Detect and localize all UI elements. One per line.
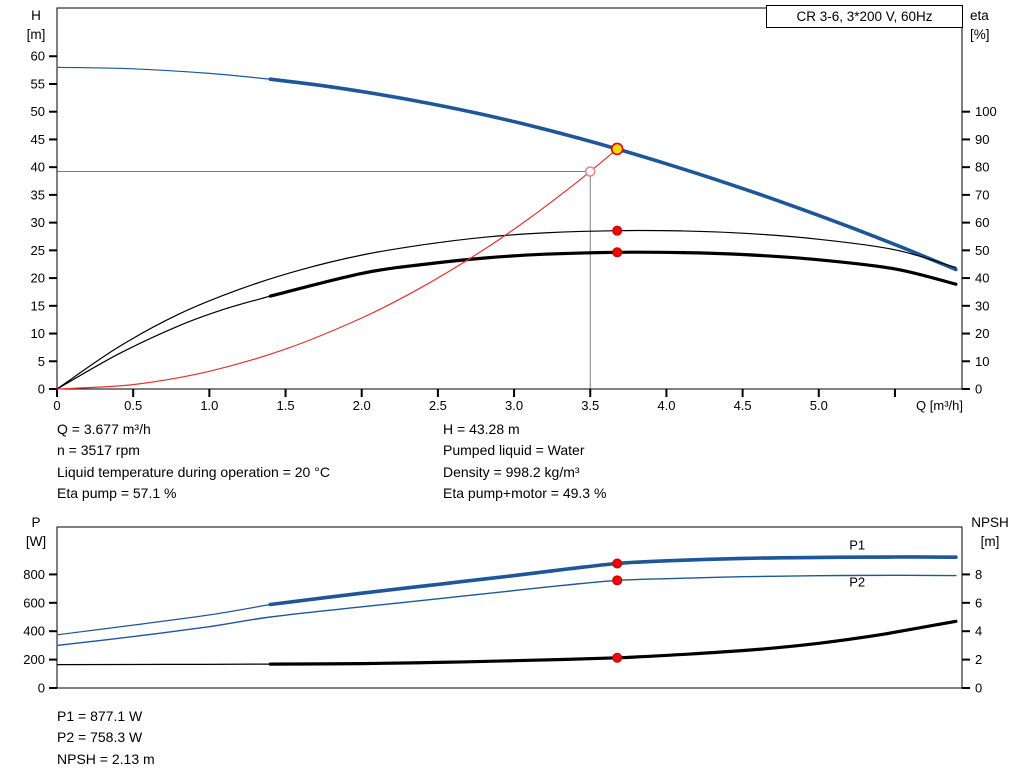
duty-info-left: Q = 3.677 m³/h n = 3517 rpm Liquid tempe… (57, 419, 443, 505)
info-line-eta-pump: Eta pump = 57.1 % (57, 485, 177, 502)
duty-point-info: Q = 3.677 m³/h n = 3517 rpm Liquid tempe… (57, 419, 606, 505)
svg-text:30: 30 (975, 298, 989, 313)
svg-text:20: 20 (31, 271, 45, 286)
svg-text:400: 400 (23, 624, 45, 639)
svg-text:6: 6 (975, 595, 982, 610)
svg-text:8: 8 (975, 567, 982, 582)
svg-text:20: 20 (975, 326, 989, 341)
svg-text:15: 15 (31, 298, 45, 313)
svg-text:4.0: 4.0 (657, 398, 675, 413)
pump-model-box: CR 3-6, 3*200 V, 60Hz (766, 5, 963, 28)
npsh-axis-label: NPSH [m] (962, 513, 1018, 551)
svg-text:45: 45 (31, 132, 45, 147)
svg-text:P2: P2 (849, 574, 865, 589)
info-line-temperature: Liquid temperature during operation = 20… (57, 463, 330, 480)
p-axis-label: P [W] (20, 513, 52, 551)
svg-text:60: 60 (31, 49, 45, 64)
info-line-p2: P2 = 758.3 W (57, 729, 143, 746)
info-line-q: Q = 3.677 m³/h (57, 421, 151, 437)
svg-text:0: 0 (38, 681, 45, 696)
svg-text:40: 40 (975, 271, 989, 286)
svg-text:10: 10 (31, 326, 45, 341)
p-axis-unit: [W] (25, 534, 47, 549)
svg-text:0: 0 (975, 382, 982, 397)
svg-text:35: 35 (31, 187, 45, 202)
svg-text:2: 2 (975, 652, 982, 667)
svg-text:0.5: 0.5 (124, 398, 142, 413)
info-line-speed: n = 3517 rpm (57, 442, 140, 459)
svg-text:800: 800 (23, 567, 45, 582)
svg-text:30: 30 (31, 215, 45, 230)
svg-text:3.5: 3.5 (581, 398, 599, 413)
svg-text:2.0: 2.0 (353, 398, 371, 413)
svg-text:100: 100 (975, 104, 997, 119)
info-line-liquid: Pumped liquid = Water (443, 442, 585, 459)
duty-info-right: H = 43.28 m Pumped liquid = Water Densit… (443, 419, 606, 505)
info-line-npsh: NPSH = 2.13 m (57, 750, 155, 767)
svg-text:5.0: 5.0 (810, 398, 828, 413)
npsh-axis-symbol: NPSH (971, 515, 1009, 530)
svg-text:40: 40 (31, 160, 45, 175)
info-line-density: Density = 998.2 kg/m³ (443, 463, 580, 480)
svg-text:25: 25 (31, 243, 45, 258)
h-axis-symbol: H (31, 8, 41, 23)
svg-text:50: 50 (975, 243, 989, 258)
svg-text:4.5: 4.5 (734, 398, 752, 413)
svg-text:50: 50 (31, 104, 45, 119)
power-npsh-chart: 0 200 400 600 800 0 2 4 6 8 P1 P2 (23, 526, 982, 696)
svg-text:55: 55 (31, 76, 45, 91)
p-axis-symbol: P (31, 515, 41, 530)
svg-text:200: 200 (23, 652, 45, 667)
svg-text:90: 90 (975, 132, 989, 147)
info-line-eta-total: Eta pump+motor = 49.3 % (443, 485, 607, 502)
eta-axis-label: eta [%] (970, 6, 1014, 44)
hq-eta-chart: 0 5 10 15 20 25 30 35 40 45 50 55 60 0 10 20 30 40 50 60 70 8… (31, 7, 997, 413)
svg-text:1.0: 1.0 (200, 398, 218, 413)
info-line-h: H = 43.28 m (443, 421, 520, 437)
svg-text:4: 4 (975, 624, 982, 639)
svg-text:5: 5 (38, 354, 45, 369)
svg-text:1.5: 1.5 (276, 398, 294, 413)
svg-text:80: 80 (975, 160, 989, 175)
svg-text:2.5: 2.5 (429, 398, 447, 413)
svg-text:P1: P1 (849, 538, 865, 553)
svg-text:600: 600 (23, 595, 45, 610)
h-axis-label: H [m] (20, 6, 52, 44)
h-axis-unit: [m] (26, 27, 46, 42)
svg-text:Q [m³/h]: Q [m³/h] (916, 398, 963, 413)
power-npsh-info: P1 = 877.1 W P2 = 758.3 W NPSH = 2.13 m (57, 706, 155, 770)
info-line-p1: P1 = 877.1 W (57, 708, 143, 724)
svg-text:10: 10 (975, 354, 989, 369)
eta-axis-symbol: eta (970, 8, 989, 23)
svg-text:0: 0 (975, 681, 982, 696)
svg-text:0: 0 (38, 382, 45, 397)
svg-text:70: 70 (975, 187, 989, 202)
svg-text:0: 0 (53, 398, 60, 413)
npsh-axis-unit: [m] (980, 534, 1000, 549)
eta-axis-unit: [%] (970, 27, 990, 42)
svg-text:3.0: 3.0 (505, 398, 523, 413)
svg-text:60: 60 (975, 215, 989, 230)
